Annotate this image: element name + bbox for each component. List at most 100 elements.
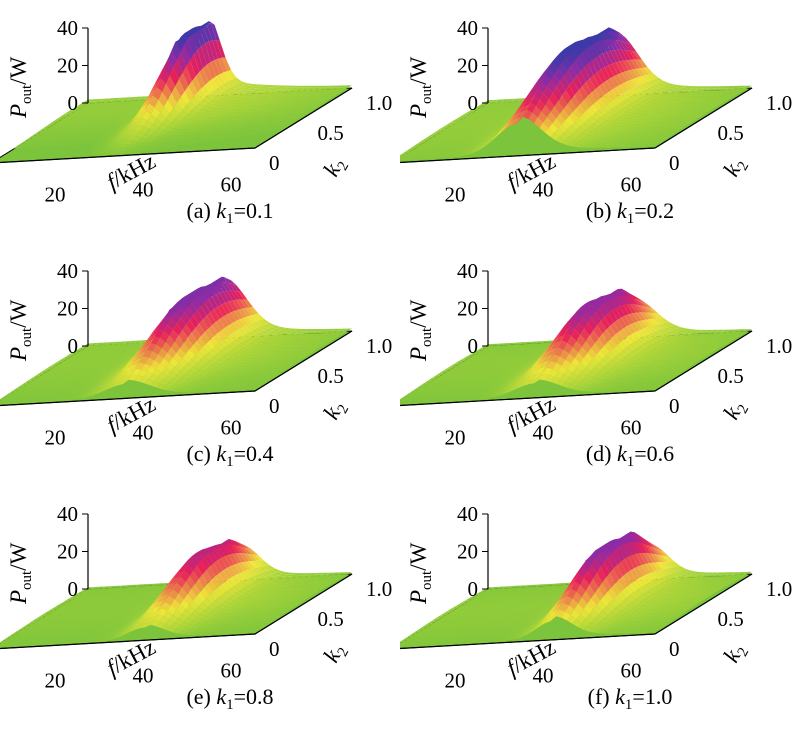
surface-cell (149, 95, 159, 108)
surface-cell (210, 114, 220, 118)
surface-cell (420, 138, 431, 142)
surface-cell (162, 83, 172, 100)
surface-cell (111, 347, 121, 350)
surface-cell (704, 335, 714, 338)
surface-cell (211, 362, 221, 367)
surface-cell (633, 354, 643, 359)
surface-cell (253, 385, 263, 388)
surface-cell (254, 106, 264, 110)
surface-cell (478, 368, 488, 371)
surface-cell (573, 75, 583, 91)
surface-cell (590, 300, 600, 304)
surface-cell (97, 147, 107, 152)
surface-cell (522, 358, 532, 362)
surface-cell (692, 98, 703, 102)
surface-cell (502, 100, 512, 104)
surface-cell (109, 128, 119, 132)
surface-cell (617, 317, 627, 329)
surface-cell (56, 120, 66, 123)
surface-cell (180, 366, 190, 374)
surface-cell (515, 99, 526, 112)
surface-cell (209, 138, 219, 142)
surface-cell (407, 401, 417, 405)
surface-cell (587, 370, 597, 378)
surface-cell (147, 114, 157, 124)
surface-cell (538, 348, 548, 360)
surface-cell (290, 346, 301, 349)
surface-cell (461, 382, 471, 386)
surface-cell (167, 318, 177, 330)
surface-cell (693, 329, 703, 332)
surface-cell (171, 341, 181, 353)
surface-cell (439, 383, 449, 387)
surface-cell (200, 371, 210, 376)
surface-cell (418, 150, 428, 153)
surface-cell (96, 356, 106, 360)
surface-cell (650, 122, 660, 125)
surface-cell (58, 122, 68, 126)
surface-cell (178, 135, 188, 138)
surface-cell (479, 137, 489, 142)
surface-cell (247, 378, 258, 381)
surface-cell (189, 116, 199, 121)
surface-cell (439, 133, 449, 136)
surface-cell (687, 92, 697, 95)
surface-cell (113, 349, 123, 352)
surface-cell (494, 127, 504, 132)
surface-cell (479, 383, 489, 387)
surface-cell (720, 92, 730, 95)
surface-cell (564, 315, 574, 327)
z-axis-label: Pout/W (6, 56, 35, 119)
surface-cell (211, 346, 221, 354)
surface-cell (420, 389, 430, 393)
surface-cell (655, 372, 665, 376)
surface-cell (116, 365, 126, 372)
surface-cell (411, 154, 421, 158)
surface-cell (413, 143, 423, 147)
surface-cell (335, 89, 345, 92)
surface-cell (103, 364, 113, 368)
surface-cell (215, 105, 225, 109)
surface-cell (132, 368, 142, 376)
surface-cell (93, 387, 103, 394)
surface-cell (575, 39, 585, 42)
surface-cell (717, 88, 727, 91)
surface-cell (91, 356, 101, 360)
surface-cell (46, 399, 56, 402)
surface-cell (198, 123, 208, 127)
surface-cell (172, 135, 183, 138)
surface-cell (54, 374, 64, 377)
surface-cell (281, 363, 291, 366)
surface-cell (219, 340, 229, 348)
surface-cell (632, 110, 642, 114)
surface-cell (514, 374, 524, 382)
z-axis-label: Pout/W (6, 299, 35, 362)
surface-cell (659, 105, 669, 108)
surface-cell (632, 298, 642, 306)
surface-cell (651, 131, 661, 135)
surface-cell (521, 94, 531, 106)
surface-cell (176, 347, 186, 359)
surface-cell (293, 328, 303, 331)
surface-cell (86, 136, 97, 140)
surface-cell (288, 358, 298, 361)
surface-cell (86, 378, 97, 382)
surface-cell (548, 347, 559, 361)
surface-cell (456, 369, 466, 373)
surface-cell (507, 106, 518, 109)
surface-cell (608, 295, 618, 298)
surface-cell (245, 93, 255, 96)
surface-cell (262, 127, 273, 130)
surface-cell (626, 344, 636, 352)
surface-cell (111, 359, 121, 363)
surface-cell (704, 86, 714, 89)
surface-cell (690, 110, 700, 113)
surface-cell (200, 356, 210, 364)
surface-cell (613, 123, 623, 127)
surface-cell (492, 115, 503, 118)
surface-cell (646, 367, 656, 371)
surface-cell (689, 350, 699, 354)
surface-cell (126, 100, 136, 104)
surface-cell (11, 392, 21, 395)
surface-cell (249, 90, 259, 94)
